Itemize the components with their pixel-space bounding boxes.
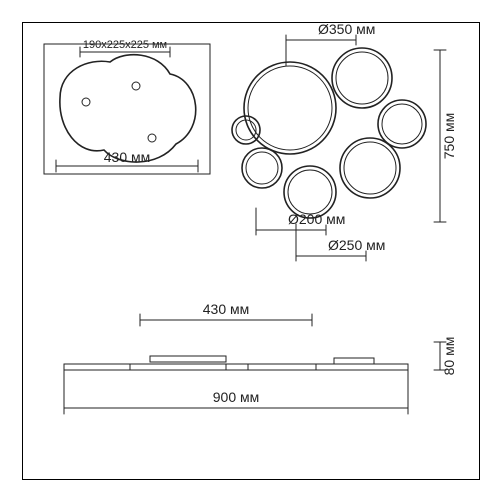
ring-inner	[288, 170, 332, 214]
dimension-label: 190x225x225 мм	[83, 39, 167, 51]
dimension-label: 900 мм	[213, 389, 260, 405]
profile-lift	[150, 356, 226, 362]
dimension-label: Ø200 мм	[288, 211, 345, 227]
ring-outer	[332, 48, 392, 108]
mount-hole	[82, 98, 90, 106]
profile-slab	[316, 364, 408, 370]
ring-inner	[248, 66, 332, 150]
ring-inner	[344, 142, 396, 194]
dimension-label: 80 мм	[441, 337, 457, 376]
dimension-label: 430 мм	[203, 301, 250, 317]
base-outline	[60, 55, 196, 162]
technical-drawing: 190x225x225 мм 430 мм Ø350 мм Ø200 мм Ø250 м…	[0, 0, 500, 500]
ring-inner	[382, 104, 422, 144]
ring-outer	[340, 138, 400, 198]
mount-hole	[132, 82, 140, 90]
dimension-label: 430 мм	[104, 149, 151, 165]
mount-hole	[148, 134, 156, 142]
dimension-label: Ø350 мм	[318, 21, 375, 37]
ring-inner	[336, 52, 388, 104]
ring-outer	[242, 148, 282, 188]
dimension-label: 750 мм	[441, 113, 457, 160]
profile-lift	[226, 364, 248, 370]
profile-lift	[334, 358, 374, 364]
ring-outer	[378, 100, 426, 148]
ring-outer	[244, 62, 336, 154]
profile-slab	[130, 364, 226, 370]
dimension-label: Ø250 мм	[328, 237, 385, 253]
ring-inner	[246, 152, 278, 184]
